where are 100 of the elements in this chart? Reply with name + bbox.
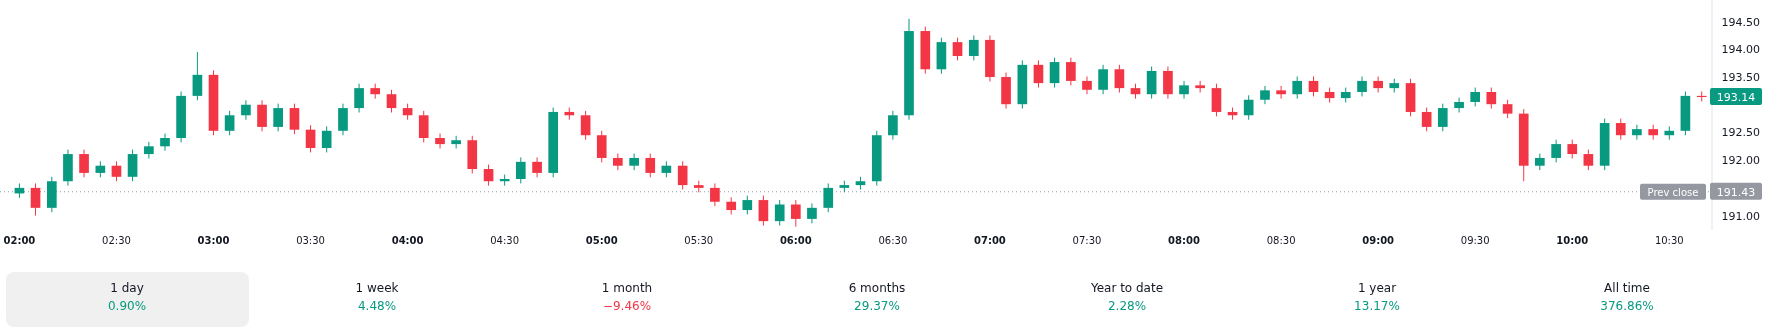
x-tick-label: 04:00	[391, 235, 424, 246]
candlestick	[1066, 57, 1076, 86]
text: 191.43	[1716, 185, 1756, 199]
candlestick	[1421, 107, 1432, 132]
candlestick	[1276, 85, 1286, 100]
candlestick	[1211, 83, 1222, 117]
category-label: 1 month	[601, 281, 653, 295]
candlestick	[338, 103, 348, 136]
y-tick-label: 194.00	[1721, 43, 1760, 57]
y-tick-label: 192.00	[1721, 154, 1760, 168]
candlestick	[1146, 66, 1157, 100]
candlestick	[111, 160, 122, 182]
candlestick	[645, 153, 656, 178]
candlestick	[435, 133, 445, 150]
candlestick	[354, 83, 364, 114]
candlestick	[1163, 66, 1173, 100]
text: 2.28%	[1107, 299, 1147, 313]
y-tick-label: 194.50	[1721, 15, 1760, 29]
x-tick-label: 07:30	[1072, 235, 1102, 246]
x-tick-label: 02:30	[102, 235, 131, 246]
candlestick	[1437, 103, 1448, 132]
candlestick	[1082, 75, 1092, 95]
text: 29.37%	[854, 299, 900, 313]
y-tick-label: 191.00	[1721, 209, 1760, 223]
candlestick	[1551, 139, 1561, 163]
candlestick	[483, 164, 494, 187]
candlestick	[596, 130, 607, 163]
candlestick	[1308, 75, 1319, 97]
candlestick	[580, 110, 591, 141]
candlestick	[629, 153, 639, 171]
candlestick	[758, 195, 769, 227]
x-tick-label: 09:30	[1460, 235, 1490, 246]
candlestick	[79, 149, 89, 178]
candlestick	[1179, 80, 1189, 100]
x-tick-label: 07:00	[974, 235, 1006, 246]
candlestick	[192, 51, 203, 101]
candlestick	[418, 110, 429, 143]
candlestick	[968, 34, 979, 61]
text: 0.90%	[107, 299, 147, 313]
candlestick	[144, 141, 154, 160]
category-label: 1 year	[1357, 281, 1397, 295]
candlestick	[451, 135, 461, 150]
x-tick-label: 08:00	[1168, 235, 1200, 246]
candlestick	[774, 199, 785, 227]
category-label: 6 months	[848, 281, 906, 295]
y-tick-label: 192.50	[1721, 126, 1760, 140]
text: 4.48%	[357, 299, 397, 313]
ref-line-label: Prev close	[1647, 186, 1699, 198]
candlestick	[1470, 87, 1481, 107]
x-tick-label: 02:00	[3, 235, 36, 246]
x-tick-label: 10:30	[1654, 235, 1684, 246]
candlestick	[807, 202, 817, 224]
candlestick	[30, 182, 41, 217]
candlestick	[1114, 64, 1125, 94]
candlestick	[1033, 59, 1044, 89]
x-tick-label: 03:00	[197, 235, 230, 246]
candlestick	[1583, 149, 1594, 171]
candlestick	[823, 182, 834, 213]
candlestick	[1486, 87, 1497, 110]
x-tick-label: 10:00	[1556, 235, 1589, 246]
candlestick	[1567, 139, 1578, 160]
candlestick	[305, 124, 316, 153]
candlestick	[241, 99, 251, 121]
x-tick-label: 05:30	[684, 235, 714, 246]
candlestick	[1632, 124, 1642, 141]
x-tick-label: 09:00	[1362, 235, 1395, 246]
x-tick-label: 05:00	[585, 235, 618, 246]
x-tick-label: 06:30	[878, 235, 908, 246]
category-label: Year to date	[1089, 281, 1164, 295]
candlestick	[1373, 75, 1383, 94]
candlestick	[1696, 90, 1707, 102]
candlestick	[952, 37, 963, 61]
candlestick	[1098, 64, 1108, 95]
candlestick	[127, 149, 138, 182]
candlestick	[257, 99, 267, 132]
text: −9.46%	[602, 299, 652, 313]
candlestick	[710, 182, 720, 207]
x-tick-label: 04:30	[490, 235, 520, 246]
candlestick	[224, 110, 235, 136]
text: 193.14	[1716, 90, 1756, 104]
candlestick	[289, 103, 300, 135]
text: 13.17%	[1354, 299, 1400, 313]
candlestick	[1357, 75, 1367, 97]
candlestick	[160, 133, 170, 152]
candlestick	[1502, 99, 1513, 119]
x-tick-label: 08:30	[1266, 235, 1296, 246]
candlestick	[321, 125, 332, 153]
x-tick-label: 06:00	[779, 235, 812, 246]
candlestick	[386, 89, 397, 114]
category-label: 1 day	[110, 281, 144, 295]
candlestick	[1260, 85, 1270, 105]
text: 376.86%	[1600, 299, 1654, 313]
candlestick	[1243, 94, 1254, 121]
candlestick	[742, 195, 753, 215]
candlestick	[1454, 97, 1464, 114]
category-label: 1 week	[355, 281, 399, 295]
candlestick	[515, 156, 526, 184]
candlestick	[273, 103, 283, 132]
candlestick	[790, 199, 801, 228]
candlestick	[677, 160, 688, 191]
